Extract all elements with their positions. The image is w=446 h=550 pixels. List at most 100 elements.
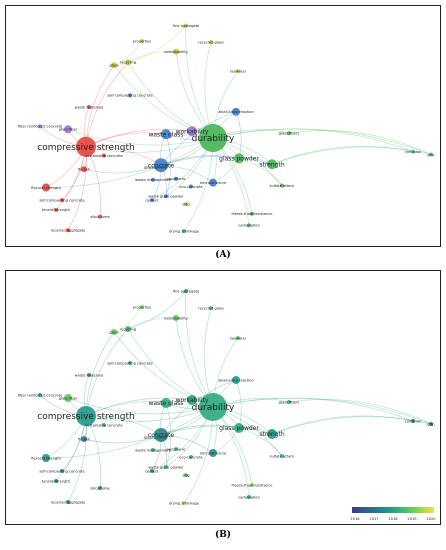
node-glassfibers[interactable] xyxy=(287,400,291,404)
node-wastemgmt[interactable] xyxy=(151,448,155,452)
node-scm[interactable] xyxy=(102,153,106,158)
node-properties[interactable] xyxy=(140,39,144,44)
node-label-glasspowder: glass powder xyxy=(219,156,259,163)
node-asr[interactable] xyxy=(232,107,240,116)
node-label-shcc: self-compacting concrete xyxy=(107,94,153,98)
node-compressive[interactable] xyxy=(76,136,96,157)
node-scc[interactable] xyxy=(60,198,64,203)
node-label-micro: microstructure xyxy=(200,181,227,185)
node-flyash[interactable] xyxy=(81,166,87,173)
node-pozz[interactable] xyxy=(174,447,178,451)
node-frc[interactable] xyxy=(38,124,42,129)
node-wastemgmt[interactable] xyxy=(151,177,155,182)
node-cement[interactable] xyxy=(150,198,154,203)
node-label-ecocc: eco-concrete xyxy=(179,185,203,189)
node-carbonation[interactable] xyxy=(247,223,251,228)
node-compressive[interactable] xyxy=(76,406,96,426)
node-sustain[interactable] xyxy=(173,315,179,321)
node-strength[interactable] xyxy=(267,429,277,439)
node-gfrp[interactable] xyxy=(429,422,433,426)
node-label-sustain: sustainability xyxy=(164,316,189,320)
node-drying[interactable] xyxy=(182,229,186,234)
node-tensile[interactable] xyxy=(54,479,58,483)
node-cement[interactable] xyxy=(150,469,154,473)
node-sulfate[interactable] xyxy=(280,454,284,458)
node-wgp[interactable] xyxy=(164,465,168,469)
node-ecocc[interactable] xyxy=(189,184,193,189)
node-recglass[interactable] xyxy=(209,40,213,45)
node-silicafume[interactable] xyxy=(98,486,102,490)
node-properties[interactable] xyxy=(140,305,144,309)
node-durability[interactable] xyxy=(199,124,227,153)
node-wgp[interactable] xyxy=(164,194,168,199)
node-freeze[interactable] xyxy=(250,483,254,487)
node-scm[interactable] xyxy=(102,423,106,427)
node-glass[interactable] xyxy=(111,329,117,335)
node-recagg[interactable] xyxy=(66,228,70,233)
node-fineagg[interactable] xyxy=(184,289,188,293)
node-micro[interactable] xyxy=(209,178,217,187)
node-durability[interactable] xyxy=(199,393,227,421)
node-sustain[interactable] xyxy=(173,48,179,55)
node-flyash[interactable] xyxy=(81,436,87,442)
node-shcc[interactable] xyxy=(128,361,132,365)
node-frc[interactable] xyxy=(38,393,42,397)
node-flexural[interactable] xyxy=(42,183,50,192)
node-flexural[interactable] xyxy=(42,454,50,462)
node-recycling[interactable] xyxy=(125,326,131,332)
node-label-wastemgmt: waste management xyxy=(135,448,171,452)
node-recagg[interactable] xyxy=(66,500,70,504)
overlay-network-map: durability compressive strength concrete wa… xyxy=(18,289,436,521)
node-drying[interactable] xyxy=(182,501,186,505)
node-label-shcc: self-compacting concrete xyxy=(107,361,153,365)
node-glassfiber[interactable] xyxy=(64,394,72,402)
node-label-compressive: compressive strength xyxy=(37,412,134,422)
node-glasspowder2[interactable] xyxy=(154,435,158,439)
legend-tick-2020: 2020 xyxy=(426,517,436,521)
edge-concrete-strength xyxy=(160,425,273,436)
node-label-sulfate: sulfate attack xyxy=(270,184,296,188)
node-freeze[interactable] xyxy=(250,211,254,216)
node-recglass[interactable] xyxy=(209,306,213,310)
node-glasspowder2[interactable] xyxy=(154,165,158,170)
node-glassfiber[interactable] xyxy=(64,125,72,134)
node-asr[interactable] xyxy=(232,376,240,384)
node-corrosion[interactable] xyxy=(411,149,415,154)
node-scc[interactable] xyxy=(60,469,64,473)
node-carbonation[interactable] xyxy=(247,495,251,499)
node-sewater[interactable] xyxy=(236,336,240,340)
node-pozz[interactable] xyxy=(174,176,178,181)
node-label-glasspowder2: glass powder xyxy=(144,165,168,169)
node-label-durability: durability xyxy=(192,403,235,413)
node-slag[interactable] xyxy=(184,202,188,206)
node-silicafume[interactable] xyxy=(98,214,102,219)
node-sewater[interactable] xyxy=(236,69,240,74)
node-glass[interactable] xyxy=(111,62,117,69)
node-glassfibers[interactable] xyxy=(287,131,291,136)
node-glasspowder[interactable] xyxy=(234,153,244,164)
node-workability[interactable] xyxy=(187,395,197,405)
node-wasteglass[interactable] xyxy=(161,129,171,140)
node-concrete[interactable] xyxy=(154,428,168,442)
node-micro[interactable] xyxy=(209,449,217,457)
node-label-frc: fiber reinforced concrete xyxy=(18,125,63,129)
node-strength[interactable] xyxy=(267,159,277,170)
node-wastematerials[interactable] xyxy=(87,373,91,377)
node-sulfate[interactable] xyxy=(280,183,284,188)
node-ecocc[interactable] xyxy=(189,455,193,459)
node-label-freeze: freeze-thaw resistance xyxy=(232,212,274,216)
node-fineagg[interactable] xyxy=(184,23,188,28)
node-glasspowder[interactable] xyxy=(234,423,244,433)
node-label-micro: microstructure xyxy=(200,451,227,455)
node-slag[interactable] xyxy=(184,473,188,477)
node-concrete[interactable] xyxy=(154,158,168,173)
node-tensile[interactable] xyxy=(54,207,58,212)
node-workability[interactable] xyxy=(187,126,197,137)
node-wasteglass[interactable] xyxy=(161,398,171,408)
node-corrosion[interactable] xyxy=(411,419,415,423)
node-shcc[interactable] xyxy=(128,93,132,98)
node-wastematerials[interactable] xyxy=(87,105,91,109)
node-gfrp[interactable] xyxy=(429,152,433,157)
node-recycling[interactable] xyxy=(125,59,131,66)
edge-recycling-sustain xyxy=(127,51,177,63)
